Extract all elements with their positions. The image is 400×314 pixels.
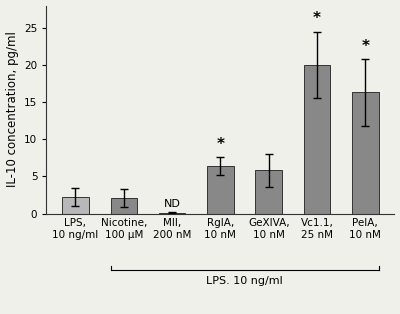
Bar [110,198,137,214]
Bar [304,65,330,214]
Text: *: * [216,137,224,152]
Bar [159,213,185,214]
Text: *: * [361,39,369,54]
Bar [352,92,379,214]
Bar [207,166,234,214]
Text: ND: ND [164,199,180,209]
Bar [62,197,89,214]
Y-axis label: IL-10 concentration, pg/ml: IL-10 concentration, pg/ml [6,32,18,187]
Text: *: * [313,11,321,26]
Text: LPS. 10 ng/ml: LPS. 10 ng/ml [206,276,283,286]
Bar [256,171,282,214]
